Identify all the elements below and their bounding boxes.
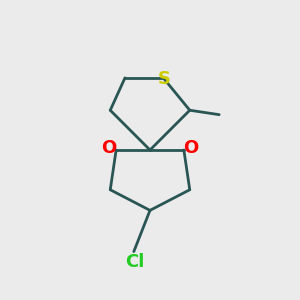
Text: Cl: Cl [126, 253, 145, 271]
Text: O: O [184, 139, 199, 157]
Text: O: O [101, 139, 116, 157]
Text: S: S [158, 70, 171, 88]
